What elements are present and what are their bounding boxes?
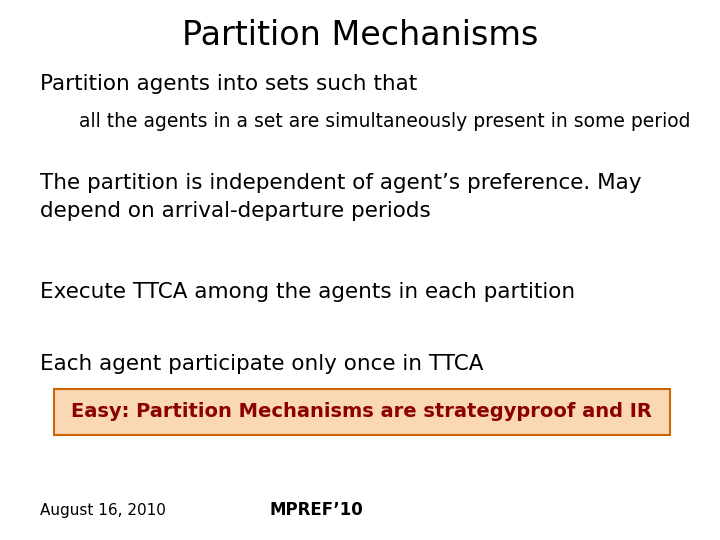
- Text: Partition agents into sets such that: Partition agents into sets such that: [40, 73, 417, 94]
- Text: Easy: Partition Mechanisms are strategyproof and IR: Easy: Partition Mechanisms are strategyp…: [71, 402, 652, 421]
- Text: The partition is independent of agent’s preference. May
depend on arrival-depart: The partition is independent of agent’s …: [40, 173, 641, 221]
- Text: all the agents in a set are simultaneously present in some period: all the agents in a set are simultaneous…: [79, 112, 690, 131]
- Text: August 16, 2010: August 16, 2010: [40, 503, 166, 518]
- Text: Partition Mechanisms: Partition Mechanisms: [182, 18, 538, 52]
- Text: MPREF’10: MPREF’10: [270, 501, 364, 519]
- Text: Each agent participate only once in TTCA: Each agent participate only once in TTCA: [40, 354, 483, 375]
- FancyBboxPatch shape: [54, 389, 670, 435]
- Text: Execute TTCA among the agents in each partition: Execute TTCA among the agents in each pa…: [40, 281, 575, 302]
